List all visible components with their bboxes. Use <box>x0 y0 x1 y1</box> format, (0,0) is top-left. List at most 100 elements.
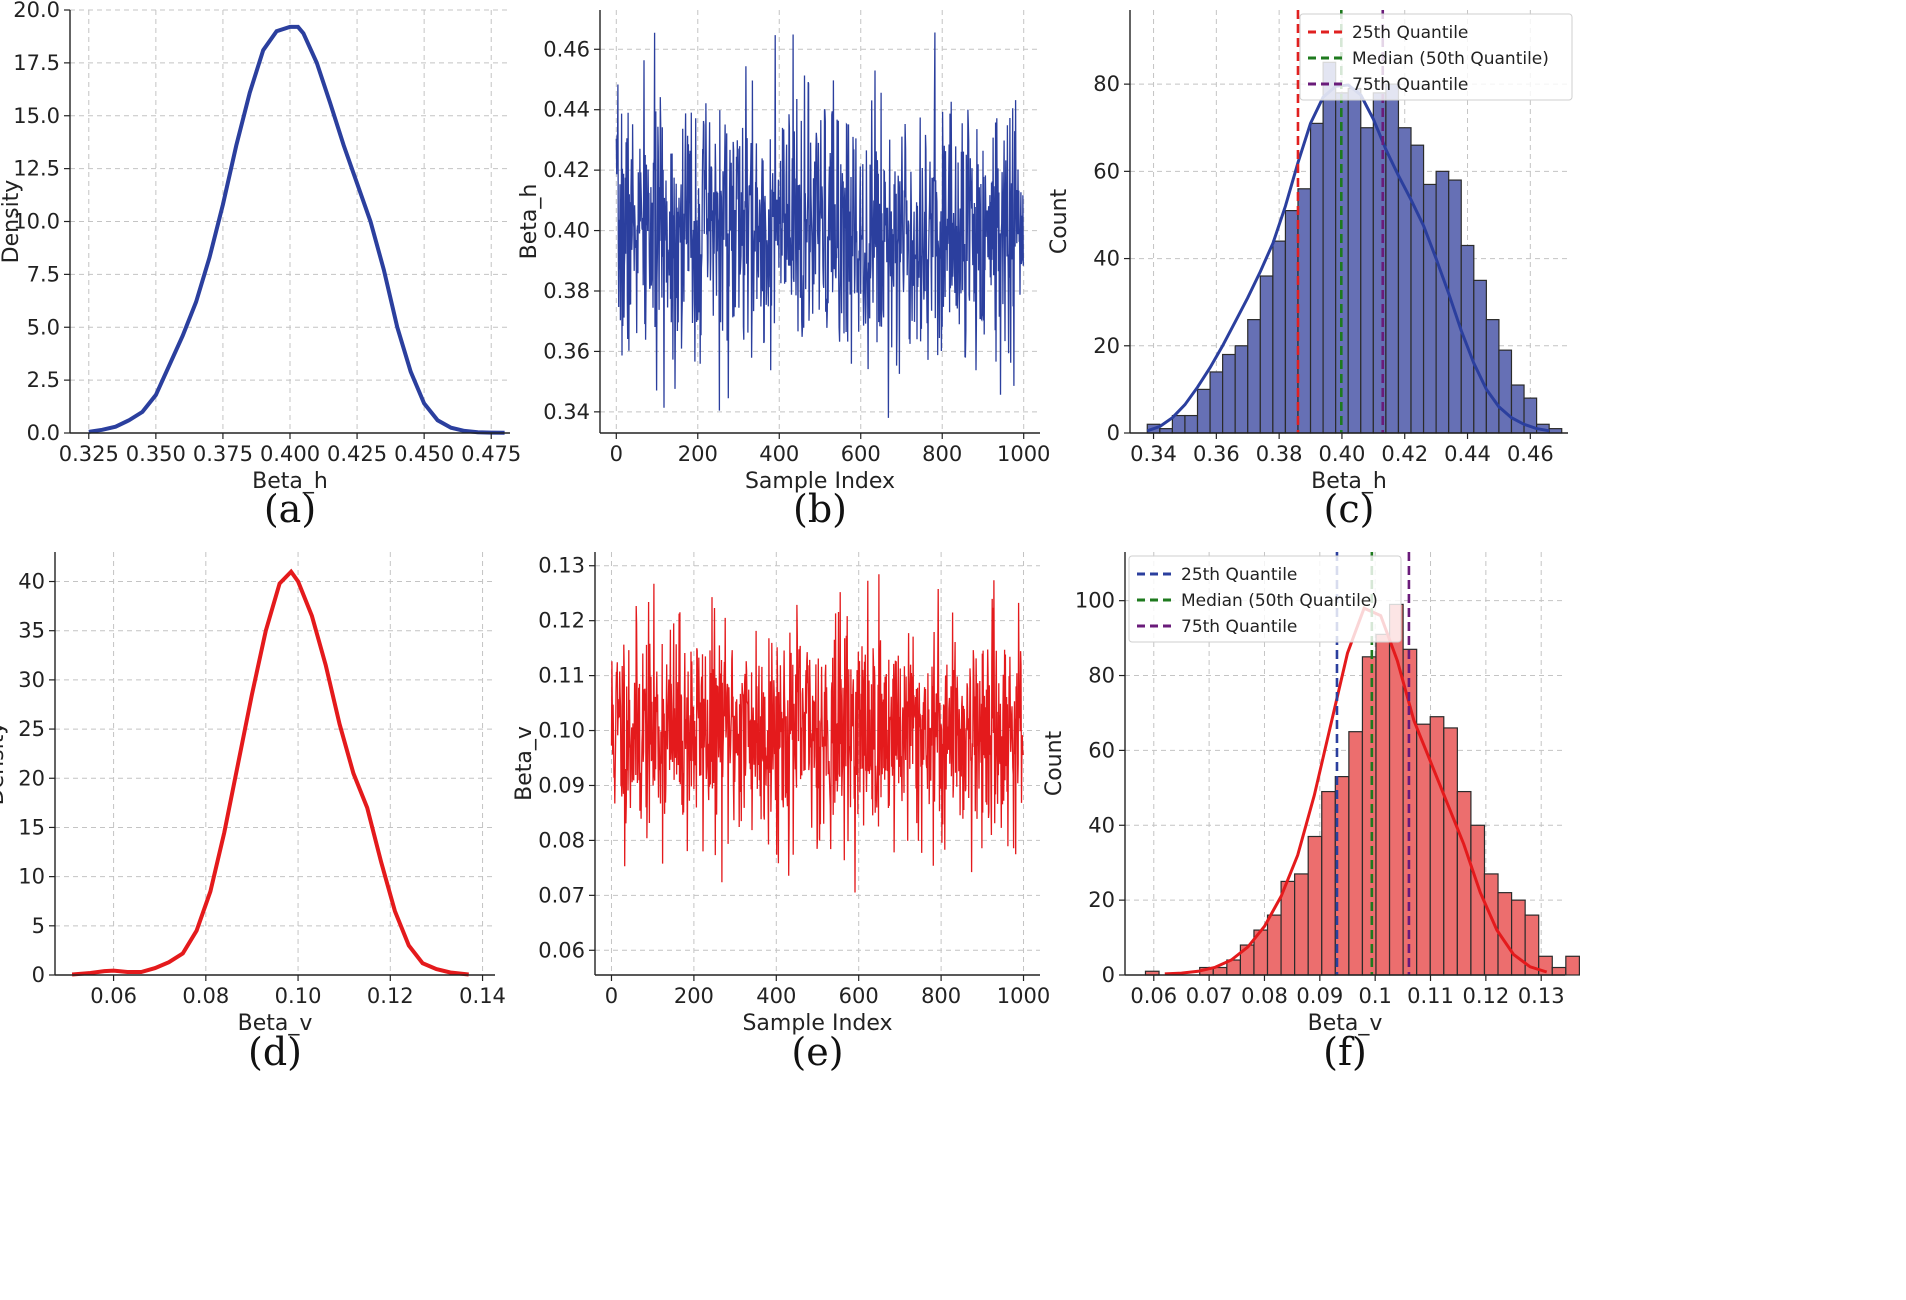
panel-a-xticks: 0.325 0.350 0.375 0.400 0.425 0.450 0.475 <box>59 433 521 466</box>
panel-c-xtick-label-6: 0.46 <box>1507 442 1554 466</box>
panel-c-legend: 25th Quantile Median (50th Quantile) 75t… <box>1299 13 1573 101</box>
panel-f: 0.06 0.07 0.08 0.09 0.1 0.11 0.12 0.13 0 20 40 60 8… <box>1042 552 1580 1074</box>
panel-f-xtick-label-2: 0.08 <box>1241 984 1288 1008</box>
panel-c-bar-13 <box>1309 122 1324 434</box>
panel-e-xtick-label-0: 0 <box>605 984 618 1008</box>
panel-a-ytick-label-4: 10.0 <box>13 210 60 234</box>
panel-f-xtick-label-0: 0.06 <box>1130 984 1177 1008</box>
panel-f-ytick-label-2: 40 <box>1088 813 1115 837</box>
panel-d-xticks: 0.06 0.08 0.10 0.12 0.14 <box>90 975 506 1008</box>
panel-c-bar-6 <box>1222 353 1236 434</box>
panel-d-kde-line <box>71 568 469 977</box>
panel-c-ytick-label-3: 60 <box>1093 159 1120 183</box>
panel-c-xtick-label-1: 0.36 <box>1193 442 1240 466</box>
panel-f-bar-22 <box>1443 727 1458 976</box>
panel-b-ytick-label-1: 0.36 <box>543 339 590 363</box>
panel-c-bar-12 <box>1297 188 1312 434</box>
panel-d-xtick-label-0: 0.06 <box>90 984 137 1008</box>
panel-c-ylabel: Count <box>1047 188 1072 254</box>
panel-a-xtick-label-5: 0.450 <box>394 442 454 466</box>
panel-c: 0.34 0.36 0.38 0.40 0.42 0.44 0.46 0 20 40 60 80 B… <box>1047 10 1573 531</box>
panel-f-xtick-label-3: 0.09 <box>1296 984 1343 1008</box>
panel-a-ytick-label-0: 0.0 <box>27 421 60 445</box>
panel-b-xtick-label-1: 200 <box>678 442 718 466</box>
panel-c-legend-box <box>1299 13 1573 101</box>
panel-a-xtick-label-2: 0.375 <box>193 442 253 466</box>
panel-e-ytick-label-0: 0.06 <box>538 938 585 962</box>
panel-c-bar-16 <box>1347 87 1362 434</box>
panel-a-ytick-label-2: 5.0 <box>27 315 60 339</box>
panel-c-xtick-label-4: 0.42 <box>1381 442 1428 466</box>
panel-b-xticks: 0 200 400 600 800 1000 <box>610 433 1050 466</box>
panel-a-yticks: 0.0 2.5 5.0 7.5 10.0 12.5 15.0 17.5 20.0 <box>13 0 70 445</box>
panel-a-xtick-label-4: 0.425 <box>327 442 387 466</box>
panel-e-caption: (e) <box>791 1030 843 1074</box>
panel-b: 0 200 400 600 800 1000 0.340.360.380.400.420.… <box>517 10 1050 531</box>
panel-a-caption: (a) <box>264 487 316 531</box>
panel-f-bar-17 <box>1375 633 1391 976</box>
panel-f-bar-15 <box>1348 731 1364 976</box>
panel-b-ytick-label-0: 0.34 <box>543 400 590 424</box>
panel-e-xticks: 0 200 400 600 800 1000 <box>605 975 1050 1008</box>
panel-f-bar-12 <box>1307 835 1323 976</box>
panel-b-caption: (b) <box>793 487 847 531</box>
panel-c-xlabel: Beta_h <box>1311 469 1387 494</box>
panel-c-ytick-label-1: 20 <box>1093 334 1120 358</box>
panel-b-ytick-label-6: 0.46 <box>543 37 590 61</box>
panel-e-ytick-label-1: 0.07 <box>538 883 585 907</box>
panel-f-legend-label-median: Median (50th Quantile) <box>1181 591 1378 611</box>
panel-c-bar-23 <box>1435 170 1450 434</box>
panel-c-legend-label-q25: 25th Quantile <box>1352 23 1468 43</box>
panel-f-legend-label-q75: 75th Quantile <box>1181 617 1297 637</box>
panel-f-legend-box <box>1128 555 1402 643</box>
panel-f-bars <box>1144 603 1580 976</box>
panel-e-ytick-label-6: 0.12 <box>538 609 585 633</box>
panel-a-ytick-label-3: 7.5 <box>27 262 60 286</box>
panel-c-xticks: 0.34 0.36 0.38 0.40 0.42 0.44 0.46 <box>1130 433 1554 466</box>
panel-f-xtick-label-7: 0.13 <box>1518 984 1565 1008</box>
panel-c-bar-5 <box>1209 371 1224 434</box>
panel-d-ylabel: Density <box>0 722 9 806</box>
panel-e: 0 200 400 600 800 1000 0.060.070.080.090.100.… <box>512 552 1050 1074</box>
panel-a-xtick-label-3: 0.400 <box>260 442 320 466</box>
panel-b-ytick-label-2: 0.38 <box>543 279 590 303</box>
panel-f-ytick-label-3: 60 <box>1088 738 1115 762</box>
panel-b-trace-line <box>615 32 1024 418</box>
panel-b-ytick-label-5: 0.44 <box>543 98 590 122</box>
panel-c-yticks: 0 20 40 60 80 <box>1093 72 1130 445</box>
panel-b-ytick-label-4: 0.42 <box>543 158 590 182</box>
panel-f-bar-9 <box>1266 914 1282 976</box>
panel-e-trace-line <box>610 574 1024 893</box>
panel-c-bar-8 <box>1247 319 1261 434</box>
panel-a: 0.325 0.350 0.375 0.400 0.425 0.450 0.475 0.0 2… <box>0 0 521 531</box>
panel-c-bar-19 <box>1385 83 1400 434</box>
panel-d-yticks: 0 5 10 15 20 25 30 35 40 <box>18 570 55 987</box>
panel-c-bar-26 <box>1473 279 1487 434</box>
panel-f-ytick-label-1: 20 <box>1088 888 1115 912</box>
panel-e-ylabel: Beta_v <box>512 726 537 801</box>
panel-d-ytick-label-0: 0 <box>32 963 45 987</box>
panel-a-ytick-label-5: 12.5 <box>13 157 60 181</box>
panel-f-bar-27 <box>1510 899 1526 976</box>
panel-c-bar-14 <box>1322 61 1337 434</box>
panel-d-ytick-label-6: 30 <box>18 668 45 692</box>
panel-c-ytick-label-4: 80 <box>1093 72 1120 96</box>
panel-f-bar-16 <box>1361 656 1377 976</box>
panel-f-legend: 25th Quantile Median (50th Quantile) 75t… <box>1128 555 1402 643</box>
panel-d-ytick-label-1: 5 <box>32 914 45 938</box>
panel-d-ytick-label-7: 35 <box>18 619 45 643</box>
panel-a-xtick-label-1: 0.350 <box>126 442 186 466</box>
panel-b-yticks: 0.34 0.36 0.38 0.40 0.42 0.44 0.46 <box>543 37 600 424</box>
panel-c-bar-10 <box>1272 240 1287 434</box>
panel-c-bar-9 <box>1259 275 1274 434</box>
panel-f-xtick-label-4: 0.1 <box>1358 984 1391 1008</box>
panel-b-xtick-label-0: 0 <box>610 442 623 466</box>
panel-e-xtick-label-2: 400 <box>756 984 796 1008</box>
panel-c-bar-21 <box>1410 144 1425 434</box>
panel-c-ytick-label-2: 40 <box>1093 247 1120 271</box>
panel-a-kde-line <box>88 24 505 435</box>
panel-d-xtick-label-1: 0.08 <box>182 984 229 1008</box>
panel-c-bar-29 <box>1510 384 1525 434</box>
panel-c-bar-7 <box>1234 345 1249 434</box>
